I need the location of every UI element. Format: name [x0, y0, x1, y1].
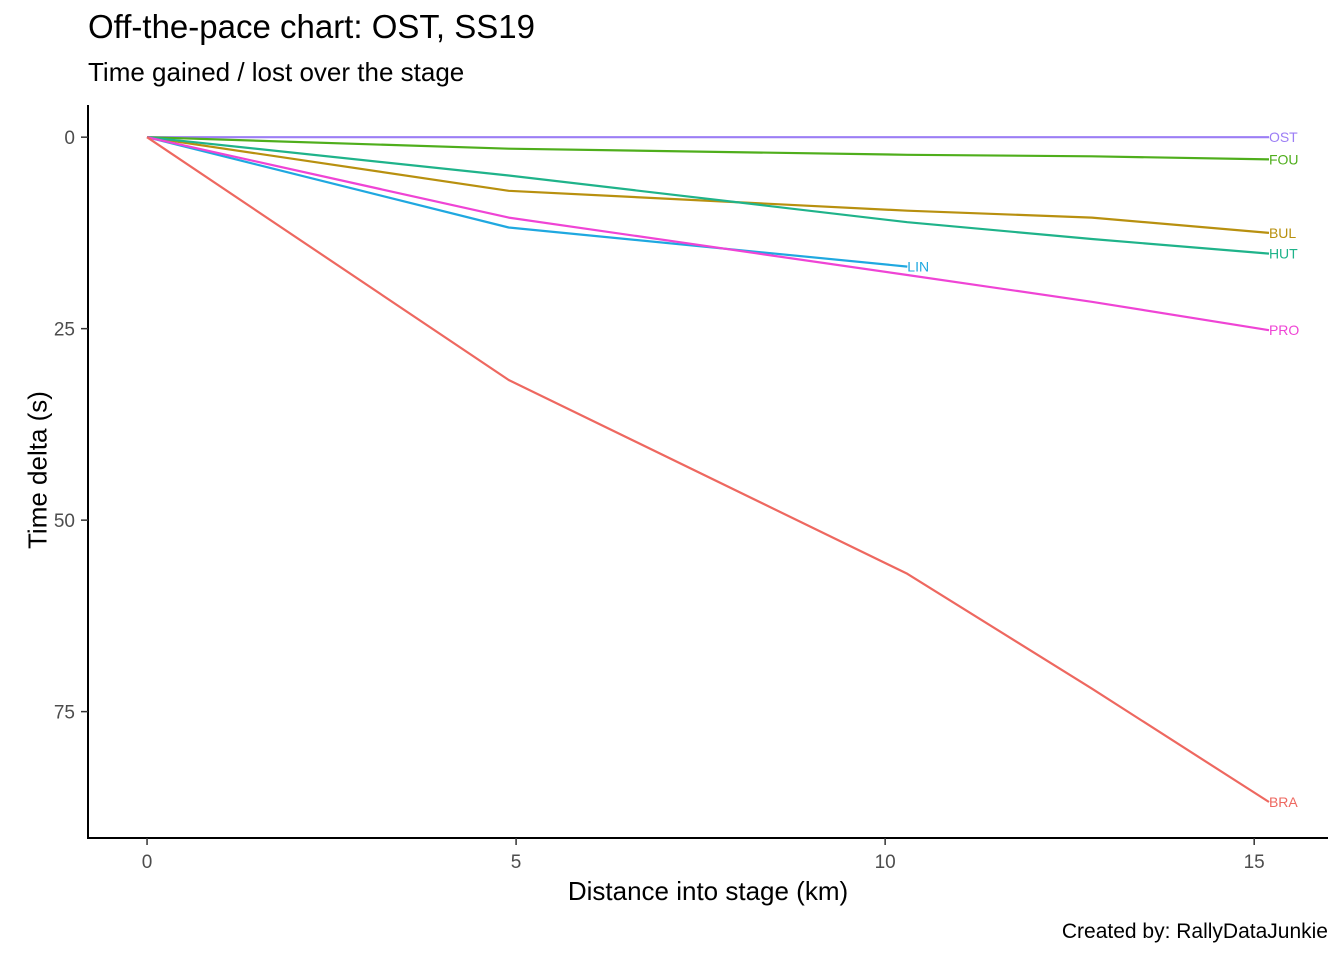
series-end-labels: OST FOU BUL HUT LIN PRO BRA — [907, 129, 1299, 810]
y-tick-label: 75 — [54, 703, 75, 724]
series-line-lin — [146, 136, 908, 268]
series-label-bra: BRA — [1269, 794, 1298, 810]
series-label-lin: LIN — [907, 259, 929, 275]
x-tick-label: 10 — [875, 852, 896, 873]
series-label-hut: HUT — [1269, 246, 1298, 262]
series-line-pro — [146, 136, 1270, 332]
chart-caption: Created by: RallyDataJunkie — [1061, 920, 1328, 943]
chart-axes: 0 5 10 15 0 25 50 75 — [54, 105, 1328, 873]
series-line-fou — [146, 136, 1270, 161]
x-tick-label: 15 — [1244, 852, 1265, 873]
series-line-hut — [146, 136, 1270, 255]
y-tick-label: 25 — [54, 320, 75, 341]
x-axis-label: Distance into stage (km) — [567, 876, 849, 906]
y-tick-label: 0 — [64, 128, 75, 149]
chart-title: Off-the-pace chart: OST, SS19 — [88, 8, 535, 45]
series-line-bul — [146, 136, 1270, 234]
series-label-ost: OST — [1269, 129, 1298, 145]
series-lines — [146, 136, 1270, 803]
series-line-bra — [146, 136, 1270, 803]
series-label-bul: BUL — [1269, 225, 1296, 241]
x-tick-label: 0 — [142, 852, 153, 873]
chart-subtitle: Time gained / lost over the stage — [88, 57, 465, 87]
x-tick-label: 5 — [511, 852, 522, 873]
series-label-fou: FOU — [1269, 151, 1299, 167]
series-label-pro: PRO — [1269, 322, 1299, 338]
y-tick-label: 50 — [54, 511, 75, 532]
